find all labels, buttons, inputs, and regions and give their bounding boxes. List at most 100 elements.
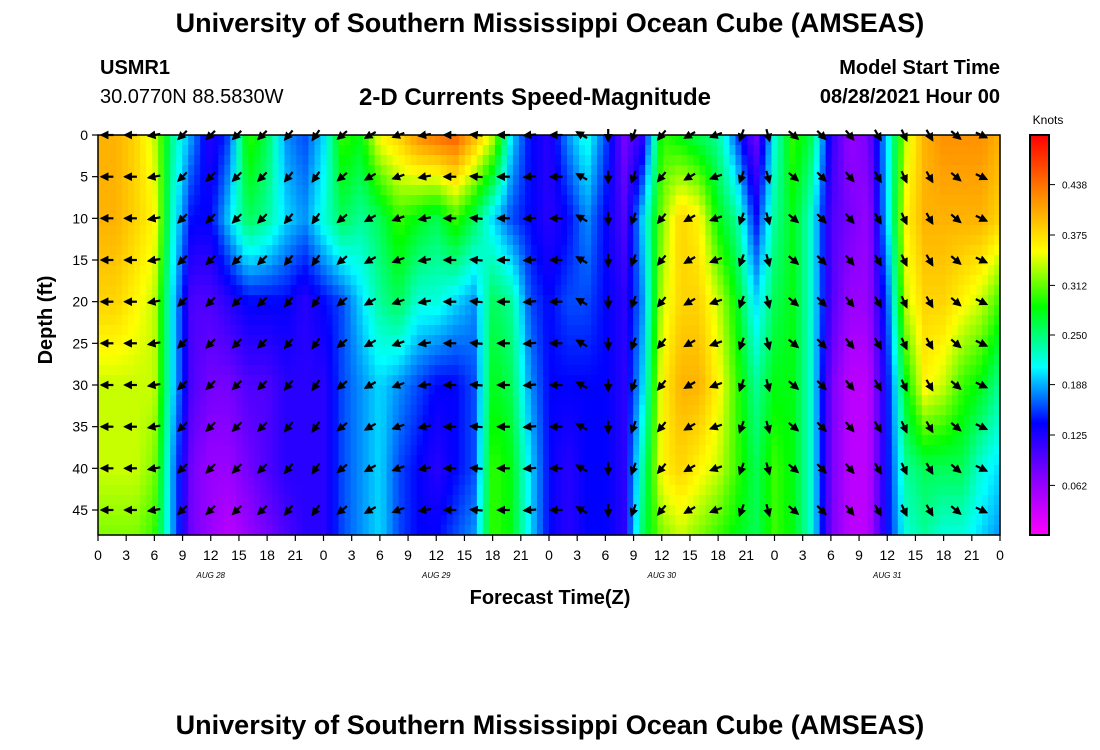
heatmap-cell [915, 455, 923, 466]
heatmap-cell [374, 305, 382, 316]
heatmap-cell [374, 165, 382, 176]
heatmap-cell [146, 225, 153, 236]
heatmap-cell [116, 335, 123, 346]
heatmap-cell [242, 205, 249, 216]
heatmap-cell [993, 435, 1001, 446]
heatmap-cell [170, 225, 177, 236]
heatmap-cell [963, 295, 971, 306]
heatmap-cell [573, 135, 580, 146]
heatmap-cell [446, 295, 454, 306]
heatmap-cell [272, 325, 279, 336]
heatmap-cell [615, 455, 622, 466]
heatmap-cell [356, 275, 364, 286]
heatmap-cell [104, 155, 111, 166]
heatmap-cell [801, 455, 809, 466]
heatmap-cell [248, 135, 255, 146]
heatmap-cell [987, 275, 995, 286]
heatmap-cell [536, 235, 544, 246]
heatmap-cell [296, 375, 304, 386]
heatmap-cell [212, 315, 219, 326]
heatmap-cell [338, 435, 346, 446]
heatmap-cell [410, 265, 418, 276]
heatmap-cell [272, 435, 279, 446]
heatmap-cell [230, 455, 237, 466]
heatmap-cell [711, 395, 718, 406]
heatmap-cell [488, 315, 496, 326]
heatmap-cell [518, 355, 526, 366]
heatmap-cell [891, 175, 899, 186]
heatmap-cell [122, 155, 129, 166]
heatmap-cell [542, 305, 550, 316]
heatmap-cell [837, 245, 845, 256]
heatmap-cell [699, 315, 706, 326]
heatmap-cell [855, 365, 863, 376]
heatmap-cell [561, 245, 568, 256]
heatmap-cell [927, 225, 935, 236]
heatmap-cell [284, 355, 292, 366]
heatmap-cell [681, 325, 688, 336]
heatmap-cell [332, 365, 340, 376]
heatmap-cell [675, 335, 682, 346]
heatmap-cell [242, 295, 249, 306]
heatmap-cell [873, 375, 881, 386]
heatmap-cell [927, 195, 935, 206]
heatmap-cell [452, 245, 460, 256]
heatmap-cell [110, 205, 117, 216]
heatmap-cell [536, 315, 544, 326]
heatmap-cell [140, 285, 147, 296]
heatmap-cell [428, 435, 436, 446]
heatmap-cell [272, 455, 279, 466]
heatmap-cell [597, 245, 604, 256]
heatmap-cell [434, 325, 442, 336]
heatmap-cell [915, 245, 923, 256]
heatmap-cell [939, 215, 947, 226]
heatmap-cell [482, 385, 490, 396]
heatmap-cell [422, 215, 430, 226]
heatmap-cell [536, 395, 544, 406]
heatmap-cell [567, 435, 574, 446]
heatmap-cell [837, 235, 845, 246]
heatmap-cell [597, 395, 604, 406]
heatmap-cell [573, 445, 580, 456]
heatmap-cell [777, 205, 785, 216]
heatmap-cell [915, 345, 923, 356]
heatmap-cell [951, 185, 959, 196]
heatmap-cell [549, 195, 556, 206]
heatmap-cell [723, 385, 730, 396]
heatmap-cell [621, 235, 628, 246]
heatmap-cell [783, 415, 791, 426]
heatmap-cell [837, 195, 845, 206]
heatmap-cell [188, 325, 195, 336]
heatmap-cell [374, 345, 382, 356]
heatmap-cell [344, 195, 352, 206]
heatmap-cell [302, 285, 310, 296]
heatmap-cell [687, 345, 694, 356]
heatmap-cell [482, 135, 490, 146]
heatmap-cell [536, 295, 544, 306]
heatmap-cell [224, 445, 231, 456]
heatmap-cell [446, 205, 454, 216]
heatmap-cell [837, 415, 845, 426]
heatmap-cell [512, 375, 520, 386]
heatmap-cell [386, 215, 394, 226]
heatmap-cell [867, 415, 875, 426]
heatmap-cell [104, 305, 111, 316]
heatmap-cell [344, 165, 352, 176]
heatmap-cell [158, 435, 165, 446]
heatmap-cell [404, 405, 412, 416]
heatmap-cell [675, 225, 682, 236]
heatmap-cell [591, 325, 598, 336]
heatmap-cell [194, 215, 201, 226]
heatmap-cell [969, 315, 977, 326]
heatmap-cell [410, 215, 418, 226]
heatmap-cell [158, 415, 165, 426]
heatmap-cell [236, 305, 243, 316]
heatmap-cell [921, 345, 929, 356]
heatmap-cell [555, 415, 562, 426]
heatmap-cell [140, 455, 147, 466]
heatmap-cell [176, 285, 183, 296]
heatmap-cell [344, 395, 352, 406]
heatmap-cell [693, 435, 700, 446]
heatmap-cell [609, 245, 616, 256]
heatmap-cell [116, 445, 123, 456]
